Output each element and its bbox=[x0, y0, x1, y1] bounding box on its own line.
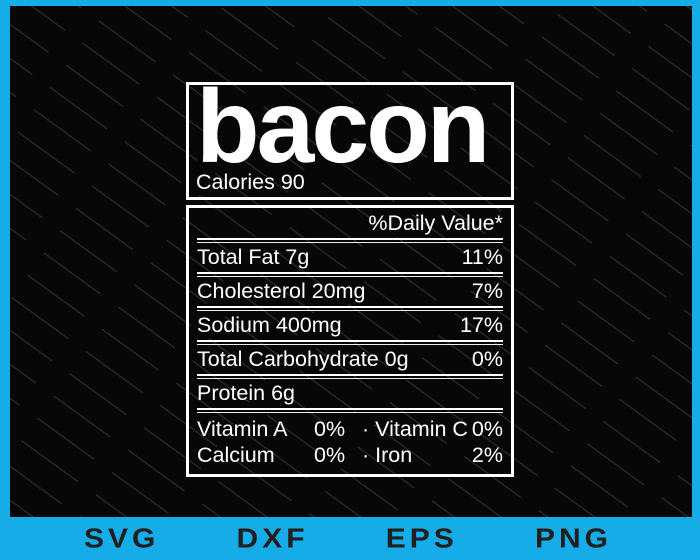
micronutrient-value: 2% bbox=[471, 443, 503, 467]
nutrient-row-cholesterol: Cholesterol 20mg 7% bbox=[197, 277, 503, 306]
frame-right-border bbox=[692, 0, 700, 560]
nutrient-value: 11% bbox=[461, 245, 503, 269]
format-label-dxf: DXF bbox=[236, 522, 309, 554]
nutrient-name: Protein 6g bbox=[197, 381, 296, 405]
format-label-png: PNG bbox=[534, 522, 612, 554]
nutrient-value: 7% bbox=[471, 279, 503, 303]
file-formats-bar: SVG DXF EPS PNG bbox=[0, 517, 700, 560]
micronutrient-value: 0% bbox=[314, 443, 346, 467]
format-label-svg: SVG bbox=[84, 522, 160, 554]
nutrient-name: Cholesterol 20mg bbox=[197, 279, 366, 303]
nutrient-name: Total Fat 7g bbox=[197, 245, 310, 269]
nutrient-name: Total Carbohydrate 0g bbox=[197, 347, 409, 371]
nutrient-row-sodium: Sodium 400mg 17% bbox=[197, 311, 503, 340]
nutrient-name: Sodium 400mg bbox=[197, 313, 342, 337]
daily-value-header: %Daily Value* bbox=[368, 211, 503, 235]
micronutrient-row-minerals: Calcium 0% · Iron 2% bbox=[197, 442, 503, 468]
product-title: bacon bbox=[196, 69, 490, 185]
micronutrient-value: 0% bbox=[471, 417, 503, 441]
format-label-eps: EPS bbox=[385, 522, 458, 554]
micronutrient-value: 0% bbox=[314, 417, 346, 441]
frame-left-border bbox=[0, 0, 10, 560]
nutrition-label: bacon Calories 90 %Daily Value* Total Fa… bbox=[186, 69, 514, 477]
nutrient-value: 0% bbox=[471, 347, 503, 371]
nutrient-row-protein: Protein 6g bbox=[197, 379, 503, 408]
frame-top-border bbox=[0, 0, 700, 6]
micronutrient-row-vitamins: Vitamin A 0% · Vitamin C 0% bbox=[197, 416, 503, 442]
nutrient-value: 17% bbox=[459, 313, 503, 337]
separator-line bbox=[197, 374, 503, 379]
micronutrients-section: Vitamin A 0% · Vitamin C 0% Calcium 0% ·… bbox=[197, 413, 503, 468]
label-header-box: bacon Calories 90 bbox=[186, 69, 514, 200]
micronutrient-name: Calcium bbox=[197, 443, 275, 467]
separator-line bbox=[197, 272, 503, 277]
nutrient-row-carbohydrate: Total Carbohydrate 0g 0% bbox=[197, 345, 503, 374]
separator-line bbox=[197, 340, 503, 345]
micronutrient-name: · Iron bbox=[362, 443, 413, 467]
separator-line bbox=[197, 238, 503, 243]
separator-line bbox=[197, 306, 503, 311]
calories-line: Calories 90 bbox=[196, 170, 305, 194]
nutrition-facts-box: %Daily Value* Total Fat 7g 11% Cholester… bbox=[186, 205, 514, 477]
nutrient-row-total-fat: Total Fat 7g 11% bbox=[197, 243, 503, 272]
micronutrient-name: · Vitamin C bbox=[362, 417, 468, 441]
separator-line bbox=[197, 408, 503, 413]
micronutrient-name: Vitamin A bbox=[197, 417, 288, 441]
